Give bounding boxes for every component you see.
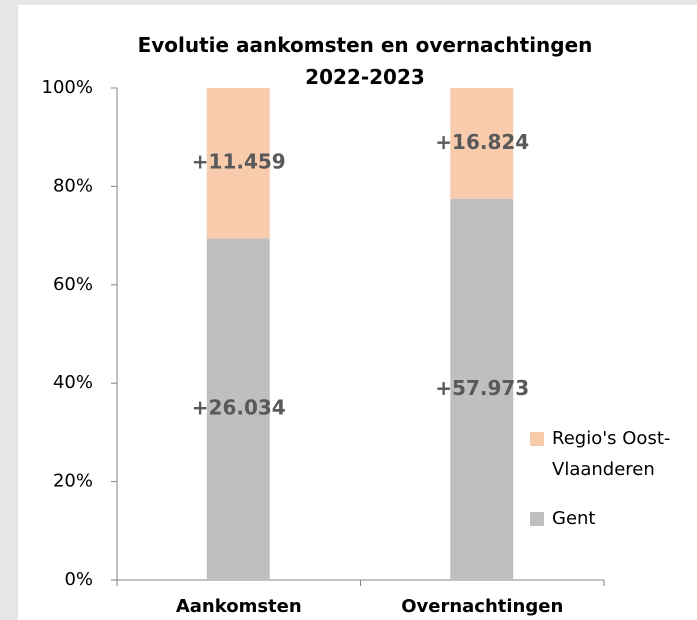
- data-label: +57.973: [435, 376, 529, 400]
- legend-label: Regio's Oost-Vlaanderen: [552, 428, 670, 480]
- chart-area: [18, 5, 697, 620]
- y-tick-label: 60%: [53, 274, 93, 295]
- y-tick-label: 40%: [53, 372, 93, 393]
- legend-swatch: [530, 512, 544, 526]
- chart-title: Evolutie aankomsten en overnachtingen 202…: [138, 33, 593, 89]
- x-tick-label: Overnachtingen: [401, 596, 563, 617]
- bar-segment: [450, 198, 514, 580]
- data-label: +16.824: [435, 130, 529, 154]
- y-tick-label: 100%: [42, 77, 93, 98]
- bar-segment: [206, 88, 270, 239]
- data-label: +11.459: [192, 150, 286, 174]
- bar-segment: [206, 238, 270, 580]
- x-tick-label: Aankomsten: [176, 596, 302, 617]
- y-tick-label: 20%: [53, 471, 93, 492]
- y-tick-label: 0%: [64, 569, 93, 590]
- legend-swatch: [530, 432, 544, 446]
- legend-label: Gent: [552, 508, 596, 529]
- y-tick-label: 80%: [53, 175, 93, 196]
- data-label: +26.034: [192, 396, 286, 420]
- bar-segment: [450, 88, 514, 199]
